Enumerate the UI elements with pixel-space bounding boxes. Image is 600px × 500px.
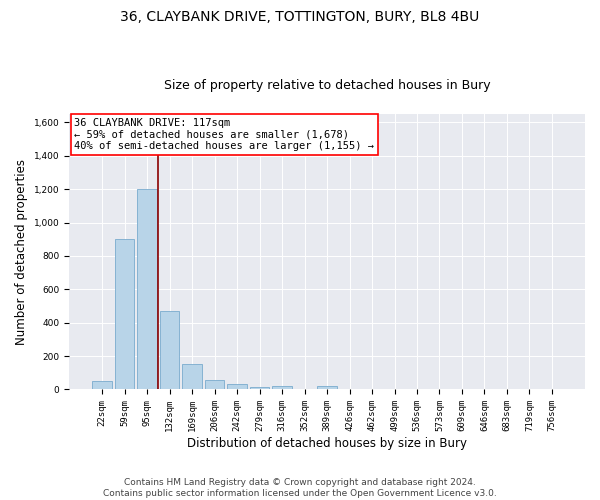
Bar	[227, 384, 247, 390]
Text: 36, CLAYBANK DRIVE, TOTTINGTON, BURY, BL8 4BU: 36, CLAYBANK DRIVE, TOTTINGTON, BURY, BL…	[121, 10, 479, 24]
Title: Size of property relative to detached houses in Bury: Size of property relative to detached ho…	[164, 79, 490, 92]
X-axis label: Distribution of detached houses by size in Bury: Distribution of detached houses by size …	[187, 437, 467, 450]
Bar	[317, 386, 337, 390]
Bar	[137, 189, 157, 390]
Bar	[160, 311, 179, 390]
Text: 36 CLAYBANK DRIVE: 117sqm
← 59% of detached houses are smaller (1,678)
40% of se: 36 CLAYBANK DRIVE: 117sqm ← 59% of detac…	[74, 118, 374, 152]
Text: Contains HM Land Registry data © Crown copyright and database right 2024.
Contai: Contains HM Land Registry data © Crown c…	[103, 478, 497, 498]
Bar	[115, 239, 134, 390]
Bar	[92, 381, 112, 390]
Bar	[205, 380, 224, 390]
Bar	[250, 387, 269, 390]
Bar	[272, 386, 292, 390]
Bar	[182, 364, 202, 390]
Y-axis label: Number of detached properties: Number of detached properties	[15, 158, 28, 344]
